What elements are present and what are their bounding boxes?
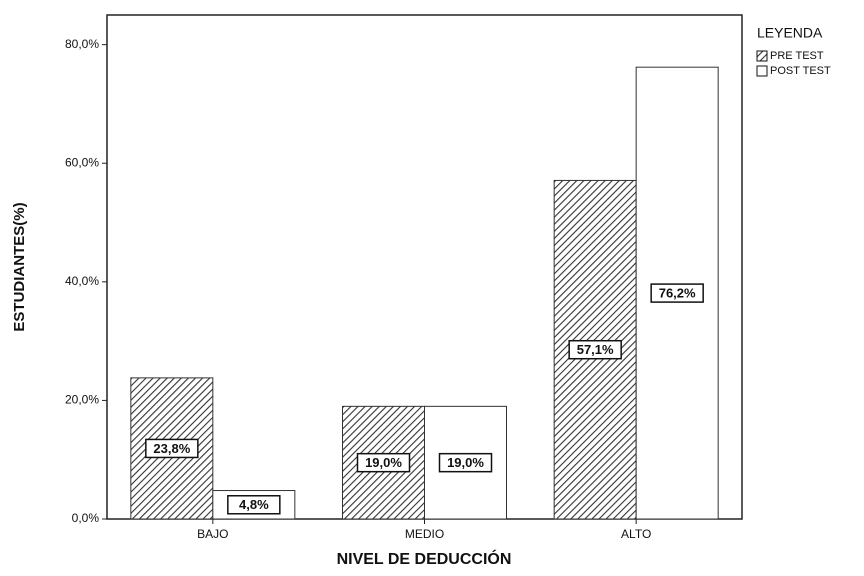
y-tick-label: 40,0% — [65, 274, 99, 288]
label-box — [650, 283, 704, 303]
label-box — [227, 495, 281, 515]
value-label: 4,8% — [239, 497, 269, 512]
y-tick-label: 60,0% — [65, 155, 99, 169]
label-box — [568, 339, 622, 360]
label-box — [438, 452, 493, 473]
label-box — [145, 438, 199, 459]
value-label: 76,2% — [659, 286, 696, 301]
legend-swatch — [756, 65, 768, 77]
value-label: 19,0% — [447, 455, 484, 470]
value-label: 57,1% — [577, 342, 614, 357]
bar — [424, 405, 507, 520]
y-tick-label: 0,0% — [72, 511, 100, 525]
x-tick-label: ALTO — [621, 527, 651, 541]
x-tick-label: MEDIO — [405, 527, 444, 541]
legend-title: LEYENDA — [757, 25, 823, 41]
x-tick-label: BAJO — [197, 527, 228, 541]
legend-swatch — [756, 50, 768, 62]
x-axis-title: NIVEL DE DEDUCCIÓN — [337, 549, 512, 568]
label-box — [356, 452, 411, 473]
y-tick-label: 20,0% — [65, 393, 99, 407]
y-tick-label: 80,0% — [65, 37, 99, 51]
value-label: 23,8% — [153, 441, 190, 456]
legend-label: PRE TEST — [770, 50, 824, 62]
value-label: 19,0% — [365, 455, 402, 470]
legend-label: POST TEST — [770, 65, 831, 77]
y-axis-title: ESTUDIANTES(%) — [11, 202, 28, 331]
